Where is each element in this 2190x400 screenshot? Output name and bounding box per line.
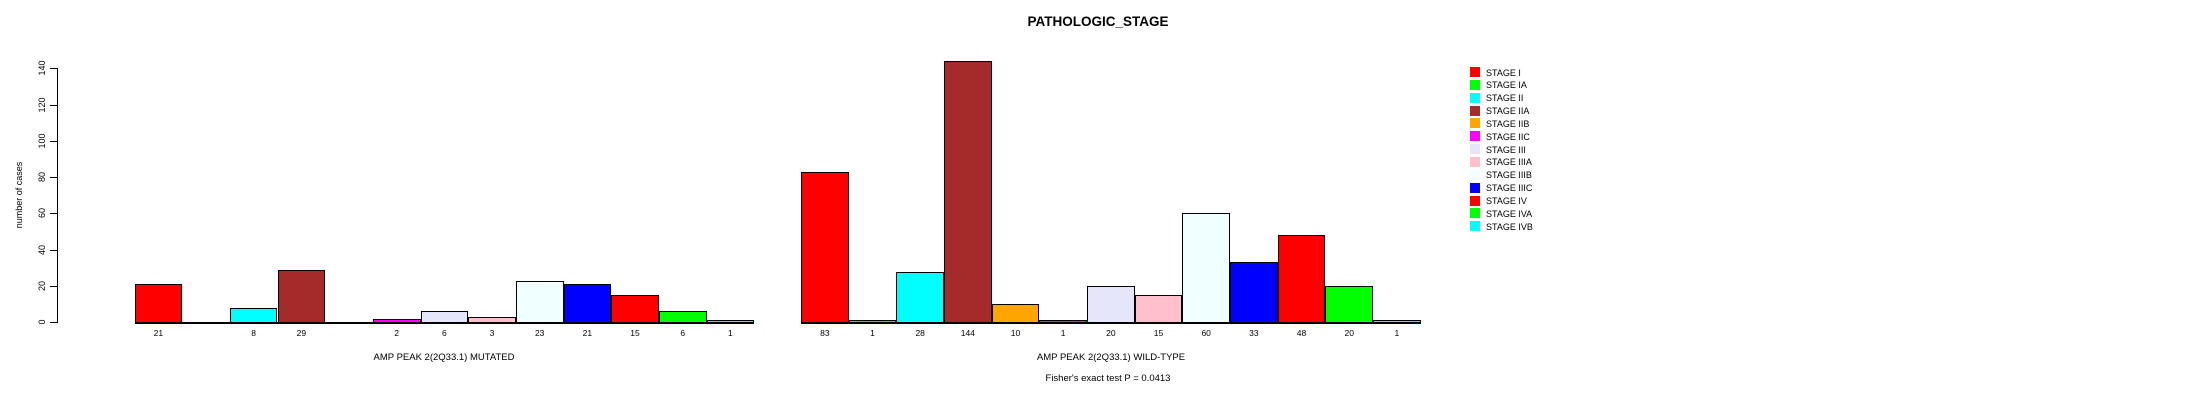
- bar-value-label: 29: [296, 328, 307, 338]
- bar-stage-iv: [1277, 235, 1326, 324]
- legend-item-label: STAGE IVA: [1486, 208, 1533, 219]
- bar-stage-i: [134, 284, 183, 324]
- bar-value-label: 6: [680, 328, 686, 338]
- legend-item-label: STAGE II: [1486, 93, 1524, 104]
- legend-item-label: STAGE IIIB: [1486, 170, 1532, 181]
- bar-value-label: 10: [1010, 328, 1021, 338]
- legend-item-label: STAGE IIA: [1486, 106, 1530, 117]
- legend-item-label: STAGE IIIC: [1486, 183, 1533, 194]
- bar-stage-iiic: [563, 284, 612, 324]
- bar-value-label: 8: [251, 328, 257, 338]
- chart-title: PATHOLOGIC_STAGE: [1027, 14, 1169, 29]
- y-axis-tick: [50, 140, 57, 142]
- bar-stage-iiib: [515, 280, 564, 324]
- bar-stage-iii: [420, 311, 469, 324]
- bar-value-label: 15: [1153, 328, 1164, 338]
- bar-value-label: 21: [153, 328, 164, 338]
- legend-swatch: [1470, 105, 1480, 116]
- group-x-label-mutated: AMP PEAK 2(2Q33.1) MUTATED: [373, 352, 515, 363]
- bar-value-label: 1: [1060, 328, 1066, 338]
- legend-item-label: STAGE IIB: [1486, 118, 1530, 129]
- bar-value-label: 1: [728, 328, 733, 338]
- bar-stage-iiic: [1230, 262, 1278, 324]
- legend-swatch: [1470, 144, 1480, 155]
- y-axis-tick-label: 140: [37, 60, 47, 76]
- bar-stage-ii: [896, 271, 944, 324]
- legend-swatch: [1470, 169, 1480, 180]
- fisher-test-annotation: Fisher's exact test P = 0.0413: [1045, 373, 1171, 384]
- bar-stage-iva: [1325, 286, 1374, 324]
- legend-item-label: STAGE IV: [1486, 196, 1527, 206]
- bar-value-label: 3: [489, 328, 495, 338]
- bar-stage-iic: [372, 318, 421, 324]
- legend-swatch: [1470, 156, 1480, 167]
- legend-swatch: [1470, 208, 1480, 219]
- y-axis-tick: [50, 104, 57, 106]
- legend-swatch: [1470, 118, 1480, 129]
- legend-swatch: [1470, 92, 1480, 103]
- bar-stage-iv: [611, 295, 659, 324]
- y-axis-tick-label: 20: [37, 281, 47, 292]
- bar-stage-iic: [1039, 320, 1087, 324]
- bar-value-label: 83: [820, 328, 830, 338]
- bar-stage-iib: [991, 304, 1040, 324]
- bar-value-label: 20: [1344, 328, 1354, 338]
- y-axis-tick-label: 0: [37, 319, 47, 325]
- bar-value-label: 1: [1394, 328, 1400, 338]
- legend-swatch: [1470, 67, 1480, 77]
- legend-swatch: [1470, 221, 1480, 232]
- bar-value-label: 144: [960, 328, 975, 338]
- bar-stage-iiib: [1182, 213, 1231, 324]
- legend-item-label: STAGE IIIA: [1486, 157, 1532, 168]
- bar-stage-ivb: [1373, 320, 1421, 324]
- bar-stage-iva: [658, 311, 707, 324]
- legend-swatch: [1470, 195, 1480, 206]
- bar-stage-iiia: [468, 316, 516, 324]
- legend-item-label: STAGE IA: [1486, 80, 1527, 91]
- y-axis-tick-label: 40: [37, 244, 47, 255]
- bar-value-label: 28: [915, 328, 925, 338]
- bar-value-label: 6: [441, 328, 447, 338]
- y-axis-tick-label: 60: [37, 208, 47, 219]
- legend-swatch: [1470, 182, 1480, 193]
- bar-stage-iia: [944, 61, 992, 324]
- legend-item-label: STAGE III: [1486, 144, 1526, 155]
- bar-stage-ii: [229, 307, 278, 324]
- bar-value-label: 21: [582, 328, 593, 338]
- y-axis-line: [57, 68, 58, 324]
- bar-stage-iiia: [1134, 295, 1183, 324]
- bar-value-label: 15: [630, 328, 640, 338]
- bar-value-label: 23: [534, 328, 545, 338]
- bar-value-label: 2: [394, 328, 400, 338]
- bar-stage-iia: [277, 269, 326, 324]
- legend-item-label: STAGE IIC: [1486, 131, 1530, 142]
- bar-stage-ivb: [706, 320, 755, 324]
- y-axis-tick: [50, 68, 57, 70]
- bar-value-label: 20: [1106, 328, 1116, 338]
- bar-value-label: 60: [1201, 328, 1211, 338]
- y-axis-tick: [50, 213, 57, 215]
- bar-value-label: 33: [1249, 328, 1259, 338]
- bar-stage-ia: [848, 320, 897, 324]
- y-axis-tick: [50, 322, 57, 324]
- y-axis-title: number of cases: [14, 161, 24, 229]
- bar-stage-i: [801, 171, 849, 324]
- y-axis-tick-label: 120: [37, 97, 47, 113]
- legend-swatch: [1470, 79, 1480, 90]
- y-axis-tick: [50, 177, 57, 179]
- y-axis-tick: [50, 249, 57, 251]
- group-x-label-wild-type: AMP PEAK 2(2Q33.1) WILD-TYPE: [1036, 352, 1186, 363]
- bar-value-label: 1: [870, 328, 875, 338]
- bar-value-label: 48: [1296, 328, 1307, 338]
- bar-stage-iii: [1087, 286, 1135, 324]
- legend-item-label: STAGE I: [1486, 67, 1521, 78]
- y-axis-tick-label: 80: [37, 172, 47, 183]
- y-axis-tick: [50, 286, 57, 288]
- y-axis-tick-label: 100: [37, 133, 47, 149]
- legend-item-label: STAGE IVB: [1486, 221, 1533, 232]
- legend-swatch: [1470, 131, 1480, 142]
